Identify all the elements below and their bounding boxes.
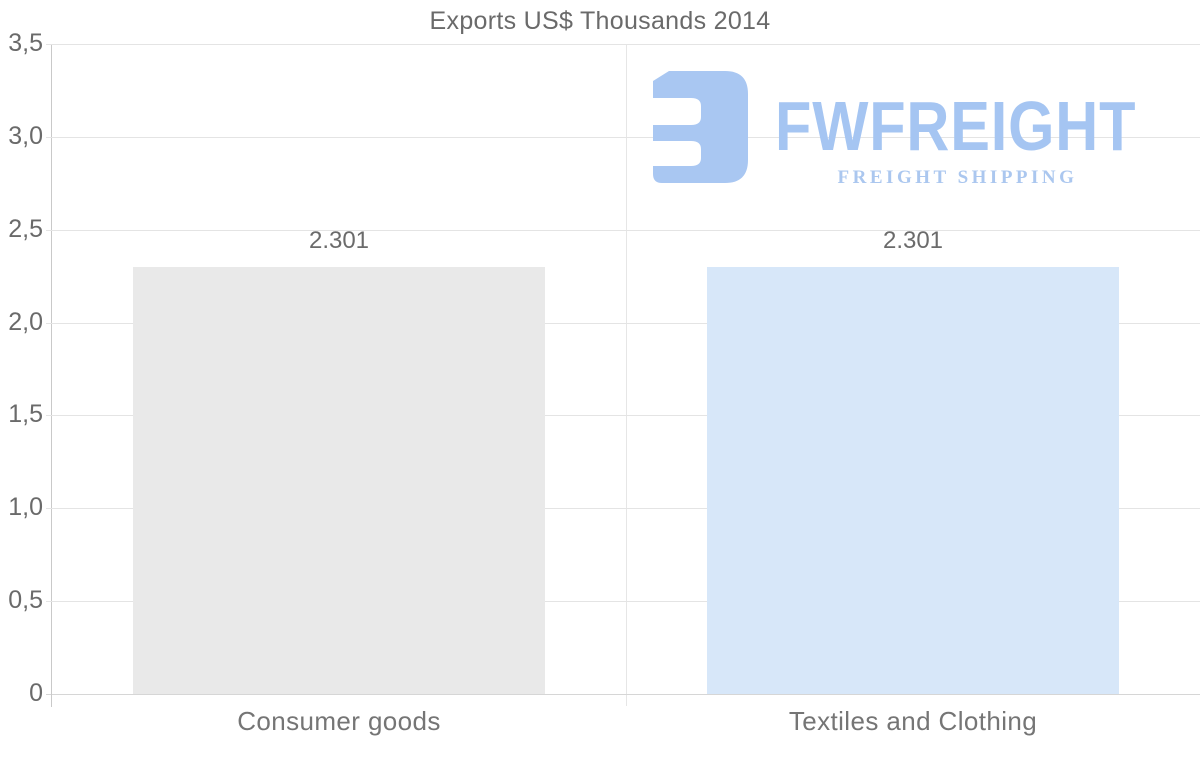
chart-title: Exports US$ Thousands 2014 [429,7,771,35]
y-tick-label-1,5: 1,5 [8,400,43,429]
gridline-0,5 [46,601,1200,603]
y-tick-label-2,5: 2,5 [8,214,43,243]
gridline-1,0 [46,508,1200,510]
y-tick-label-3,0: 3,0 [8,121,43,150]
y-axis-line [51,694,52,707]
gridline-2,5 [46,229,1200,231]
value-label-textiles-and-clothing: 2.301 [882,226,944,254]
gridline-1,5 [46,415,1200,417]
y-tick-label-1,0: 1,0 [8,493,43,522]
x-category-label-textiles-and-clothing: Textiles and Clothing [788,706,1038,736]
value-label-consumer-goods: 2.301 [308,226,370,254]
bar-textiles-and-clothing [706,266,1119,694]
y-tick-label-3,5: 3,5 [8,28,43,57]
y-tick-label-2,0: 2,0 [8,307,43,336]
gridline-2,0 [46,322,1200,324]
y-tick-label-0: 0 [29,678,43,707]
gridline-3,5 [46,44,1200,45]
y-tick-label-0,5: 0,5 [8,586,43,615]
gridline-0 [46,694,1200,695]
category-region-consumer-goods [52,44,627,706]
gridline-3,0 [46,136,1200,138]
plot-area: 0 0,5 1,0 1,5 2,0 2,5 3,0 3,5 2.301 2.301 Consum… [8,29,1200,736]
x-category-label-consumer-goods: Consumer goods [237,706,441,736]
bar-consumer-goods [132,266,545,694]
